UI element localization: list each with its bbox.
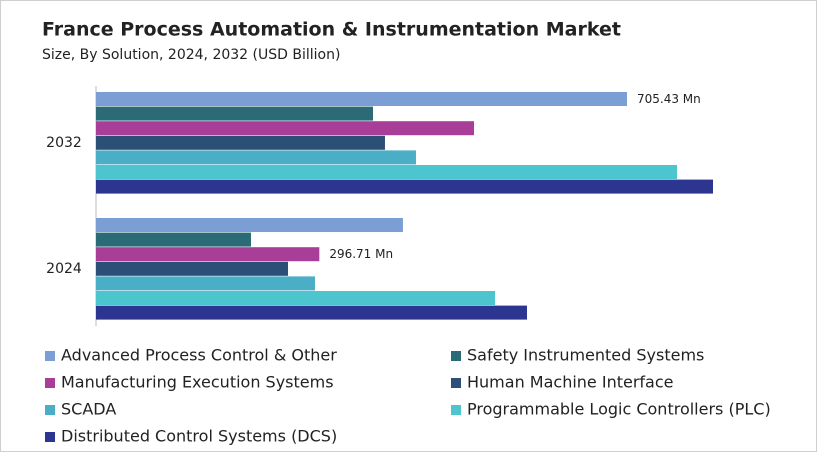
bar (96, 291, 496, 305)
bar (96, 276, 315, 291)
bar (96, 179, 713, 194)
category-label: 2024 (46, 261, 82, 277)
value-label: 705.43 Mn (637, 92, 701, 106)
legend-label: Advanced Process Control & Other (61, 346, 337, 365)
category-label: 2032 (46, 135, 82, 151)
legend-swatch (451, 405, 461, 415)
legend-label: Programmable Logic Controllers (PLC) (467, 400, 771, 419)
bar (96, 305, 528, 320)
bar (96, 121, 475, 136)
bar (96, 106, 373, 121)
legend-label: Safety Instrumented Systems (467, 346, 704, 365)
legend-swatch (451, 378, 461, 388)
bar (96, 232, 251, 247)
legend-label: Human Machine Interface (467, 373, 673, 392)
bar (96, 261, 289, 276)
bar (96, 150, 416, 165)
legend-swatch (45, 432, 55, 442)
legend-swatch (45, 351, 55, 361)
legend-swatch (45, 378, 55, 388)
value-label: 296.71 Mn (329, 247, 393, 261)
chart-subtitle: Size, By Solution, 2024, 2032 (USD Billi… (42, 47, 340, 63)
bar (96, 218, 403, 232)
legend-swatch (451, 351, 461, 361)
legend-label: Manufacturing Execution Systems (61, 373, 334, 392)
legend-swatch (45, 405, 55, 415)
legend-label: Distributed Control Systems (DCS) (61, 427, 337, 446)
bar (96, 135, 385, 150)
chart-title: France Process Automation & Instrumentat… (42, 19, 621, 41)
bar (96, 165, 678, 179)
bar (96, 247, 320, 262)
legend-label: SCADA (61, 400, 116, 419)
bar (96, 92, 627, 106)
